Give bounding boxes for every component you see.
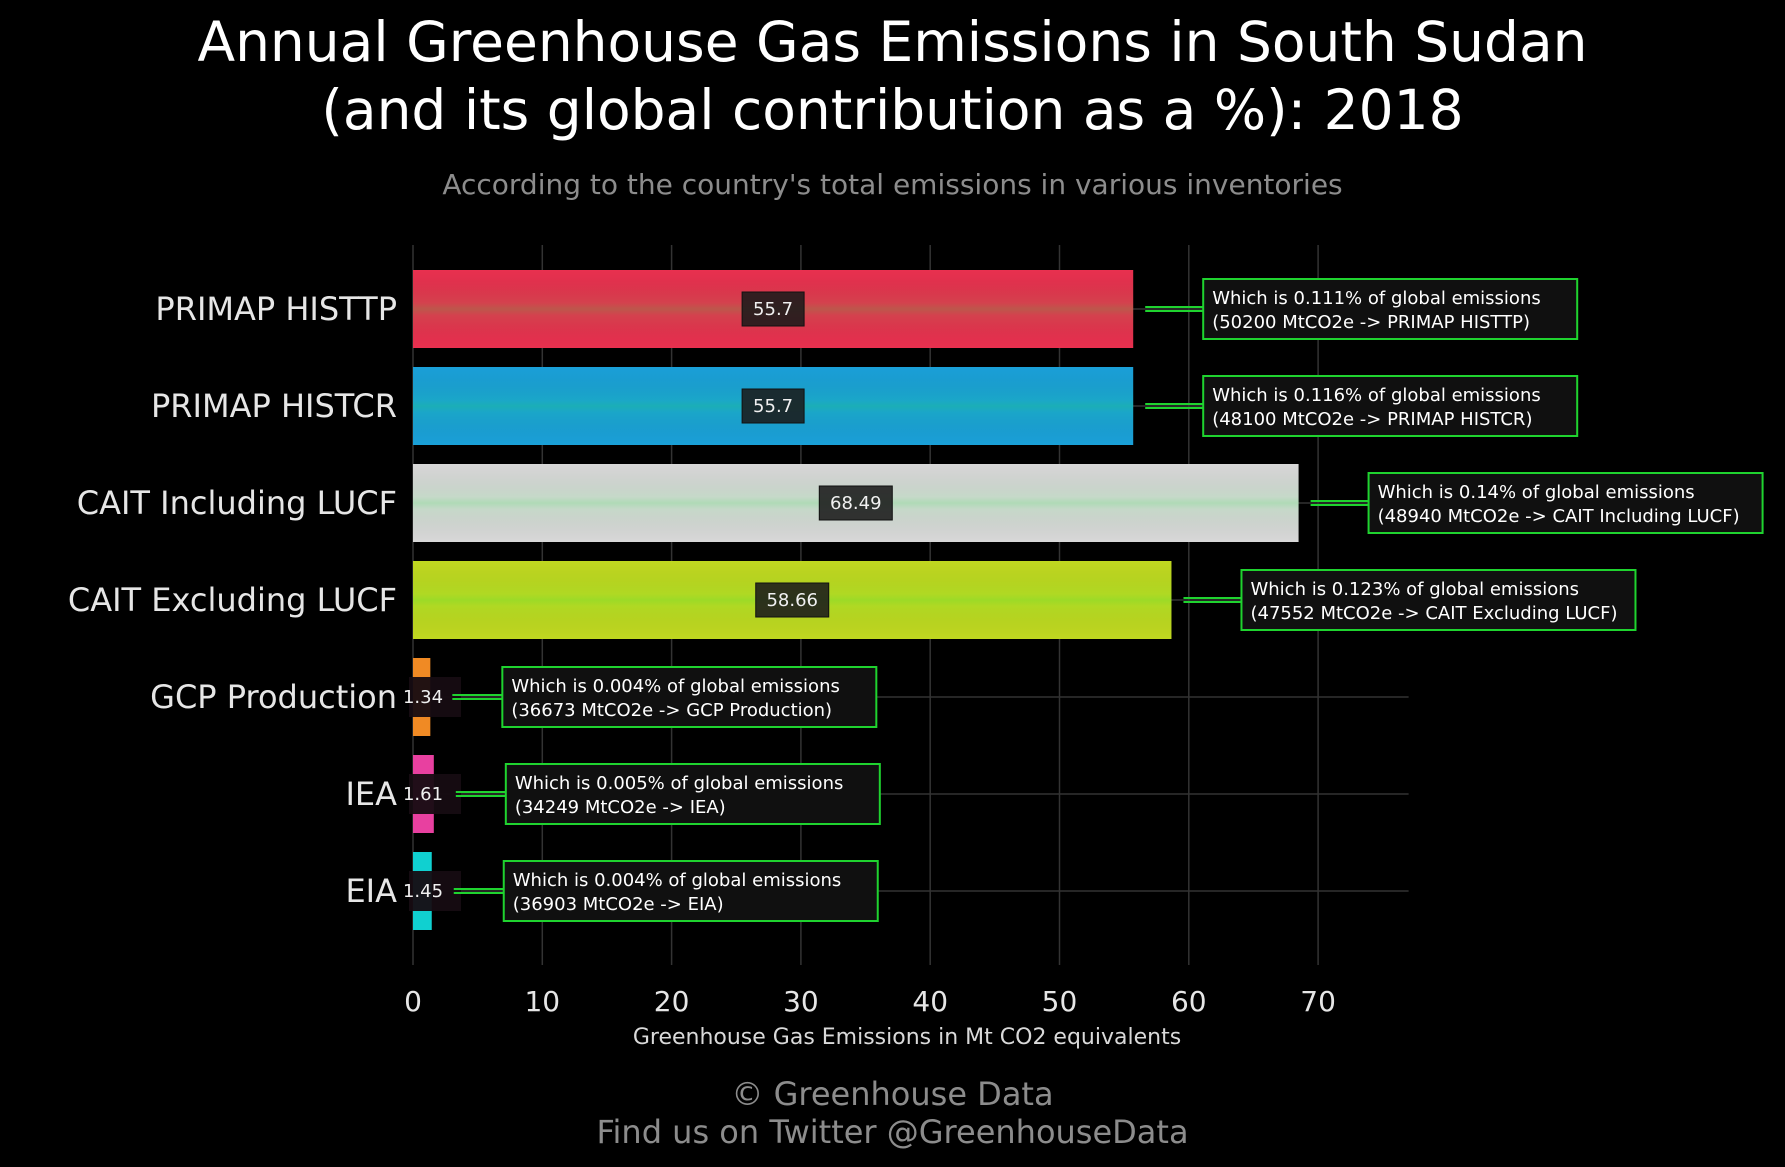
value-label-box bbox=[818, 485, 893, 521]
annotation-line-1: Which is 0.14% of global emissions bbox=[1378, 482, 1695, 503]
title-line-1: Annual Greenhouse Gas Emissions in South… bbox=[197, 10, 1588, 74]
value-label: 1.34 bbox=[403, 687, 443, 708]
value-label: 58.66 bbox=[766, 590, 818, 611]
x-tick-labels: 0 10 20 30 40 50 60 70 bbox=[404, 985, 1336, 1018]
value-label: 55.7 bbox=[753, 396, 793, 417]
value-label-box bbox=[741, 388, 805, 424]
chart-title: Annual Greenhouse Gas Emissions in South… bbox=[0, 8, 1785, 144]
annotation-box bbox=[501, 666, 878, 728]
annotation-line-2: (48100 MtCO2e -> PRIMAP HISTCR) bbox=[1212, 409, 1532, 430]
annotation-box bbox=[1367, 472, 1764, 534]
annotation-line-1: Which is 0.004% of global emissions bbox=[511, 676, 840, 697]
x-tick-label: 70 bbox=[1300, 985, 1336, 1018]
x-tick-label: 30 bbox=[783, 985, 819, 1018]
annotation-line-1: Which is 0.116% of global emissions bbox=[1212, 385, 1541, 406]
x-tick-label: 60 bbox=[1171, 985, 1207, 1018]
credit-line-1: © Greenhouse Data bbox=[731, 1075, 1054, 1113]
annotation-line-1: Which is 0.004% of global emissions bbox=[513, 870, 842, 891]
category-label: CAIT Including LUCF bbox=[77, 484, 397, 522]
category-label: IEA bbox=[345, 775, 397, 813]
annotation-line-2: (50200 MtCO2e -> PRIMAP HISTTP) bbox=[1212, 312, 1530, 333]
annotation-box bbox=[1202, 278, 1579, 340]
category-label: CAIT Excluding LUCF bbox=[68, 581, 397, 619]
x-axis-label: Greenhouse Gas Emissions in Mt CO2 equiv… bbox=[632, 1025, 1182, 1050]
value-label: 1.61 bbox=[403, 784, 443, 805]
value-label-box bbox=[755, 582, 830, 618]
annotation-line-1: Which is 0.123% of global emissions bbox=[1250, 579, 1579, 600]
bar-label-band bbox=[409, 677, 461, 717]
annotation-box bbox=[1202, 375, 1579, 437]
annotation-line-1: Which is 0.111% of global emissions bbox=[1212, 288, 1541, 309]
credit-line-2: Find us on Twitter @GreenhouseData bbox=[596, 1113, 1189, 1151]
annotation-box bbox=[502, 860, 879, 922]
bars: 55.7 Which is 0.111% of global emissions (… bbox=[403, 270, 1764, 930]
annotation-line-1: Which is 0.005% of global emissions bbox=[515, 773, 844, 794]
category-label: PRIMAP HISTCR bbox=[151, 387, 397, 425]
annotation-line-2: (34249 MtCO2e -> IEA) bbox=[515, 797, 726, 818]
annotation-box bbox=[1240, 569, 1637, 631]
x-tick-label: 40 bbox=[912, 985, 948, 1018]
category-label: GCP Production bbox=[150, 678, 397, 716]
annotation-line-2: (36673 MtCO2e -> GCP Production) bbox=[511, 700, 832, 721]
bar-label-band bbox=[409, 871, 461, 911]
bar-label-band bbox=[409, 774, 461, 814]
value-label: 68.49 bbox=[830, 493, 882, 514]
title-line-2: (and its global contribution as a %): 20… bbox=[321, 78, 1464, 142]
x-tick-label: 20 bbox=[654, 985, 690, 1018]
category-labels: PRIMAP HISTTP PRIMAP HISTCR CAIT Including… bbox=[68, 290, 397, 910]
value-label: 55.7 bbox=[753, 299, 793, 320]
chart-subtitle: According to the country's total emissio… bbox=[442, 168, 1343, 201]
annotation-line-2: (36903 MtCO2e -> EIA) bbox=[513, 894, 724, 915]
x-tick-label: 10 bbox=[524, 985, 560, 1018]
annotation-line-2: (48940 MtCO2e -> CAIT Including LUCF) bbox=[1378, 506, 1740, 527]
annotation-box bbox=[504, 763, 881, 825]
category-label: EIA bbox=[345, 872, 397, 910]
annotation-line-2: (47552 MtCO2e -> CAIT Excluding LUCF) bbox=[1250, 603, 1617, 624]
x-tick-label: 50 bbox=[1042, 985, 1078, 1018]
category-label: PRIMAP HISTTP bbox=[155, 290, 397, 328]
value-label-box bbox=[741, 291, 805, 327]
x-tick-label: 0 bbox=[404, 985, 422, 1018]
value-label: 1.45 bbox=[403, 881, 443, 902]
